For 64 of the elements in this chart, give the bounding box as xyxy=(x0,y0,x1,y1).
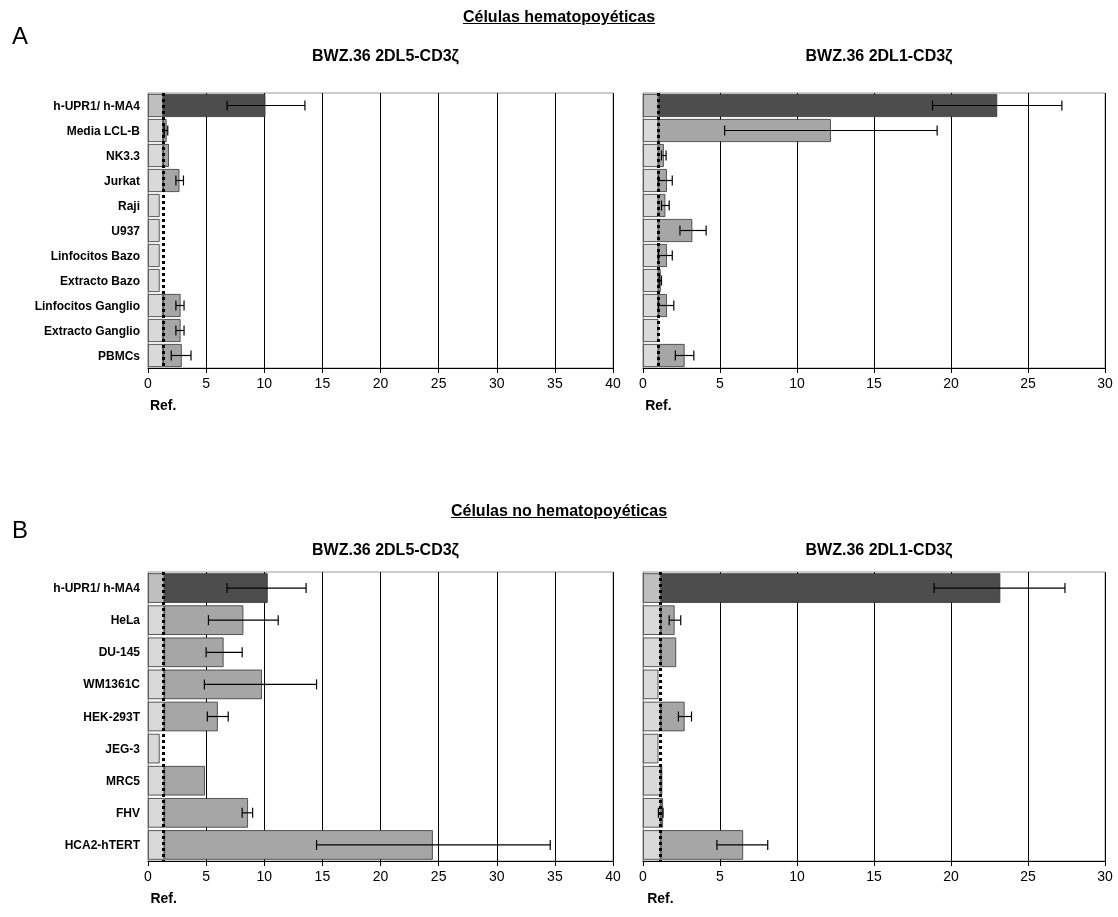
x-tick-label: 20 xyxy=(943,868,959,884)
chart-title: BWZ.36 2DL1-CD3ζ xyxy=(805,46,954,65)
y-tick-label: h-UPR1/ h-MA4 xyxy=(53,98,141,113)
chart-title: BWZ.36 2DL5-CD3ζ xyxy=(312,540,460,559)
x-tick-label: 0 xyxy=(639,375,648,391)
x-tick-label: 10 xyxy=(256,375,273,391)
x-tick-label: 30 xyxy=(488,375,505,391)
x-tick-label: 5 xyxy=(716,868,725,884)
ref-line-label: Ref. xyxy=(150,890,177,906)
y-tick-label: HEK-293T xyxy=(83,709,141,724)
y-tick-label: DU-145 xyxy=(98,645,141,660)
x-tick-label: 20 xyxy=(372,375,389,391)
x-tick-label: 0 xyxy=(144,868,153,884)
text: B xyxy=(12,516,29,544)
x-tick-label: 35 xyxy=(547,868,563,884)
y-tick-label: Extracto Ganglio xyxy=(43,323,140,338)
y-tick-label: MRC5 xyxy=(105,773,141,788)
x-tick-label: 30 xyxy=(1097,375,1113,391)
ref-line-label: Ref. xyxy=(149,397,177,413)
x-tick-label: 5 xyxy=(202,375,211,391)
x-tick-label: 15 xyxy=(866,868,882,884)
text: Células no hematopoyéticas xyxy=(450,502,668,520)
chart-title: BWZ.36 2DL1-CD3ζ xyxy=(805,540,954,559)
y-tick-label: Linfocitos Ganglio xyxy=(34,298,140,313)
y-tick-label: Extracto Bazo xyxy=(59,273,140,288)
y-tick-label: Raji xyxy=(117,198,140,213)
ref-line-label: Ref. xyxy=(645,397,672,413)
y-tick-label: PBMCs xyxy=(97,348,141,363)
text: Células hematopoyéticas xyxy=(462,8,656,26)
x-tick-label: 30 xyxy=(1097,868,1113,884)
x-tick-label: 5 xyxy=(202,868,211,884)
x-tick-label: 20 xyxy=(943,375,959,391)
x-tick-label: 15 xyxy=(314,868,331,884)
x-tick-label: 30 xyxy=(488,868,505,884)
x-tick-label: 40 xyxy=(605,868,621,884)
x-tick-label: 25 xyxy=(430,375,447,391)
x-tick-label: 10 xyxy=(789,868,805,884)
x-tick-label: 15 xyxy=(314,375,331,391)
x-tick-label: 5 xyxy=(716,375,725,391)
x-tick-label: 25 xyxy=(430,868,447,884)
x-tick-label: 0 xyxy=(144,375,153,391)
chart-title: BWZ.36 2DL5-CD3ζ xyxy=(312,46,460,65)
x-tick-label: 20 xyxy=(372,868,389,884)
y-tick-label: JEG-3 xyxy=(105,741,141,756)
x-tick-label: 35 xyxy=(547,375,563,391)
ref-line-label: Ref. xyxy=(647,890,674,906)
x-tick-label: 15 xyxy=(866,375,882,391)
y-tick-label: FHV xyxy=(116,805,140,820)
x-tick-label: 25 xyxy=(1020,375,1036,391)
y-tick-label: WM1361C xyxy=(83,677,141,692)
y-tick-label: HeLa xyxy=(110,613,141,628)
x-tick-label: 0 xyxy=(639,868,648,884)
y-tick-label: Jurkat xyxy=(103,173,140,188)
x-tick-label: 25 xyxy=(1020,868,1036,884)
y-tick-label: HCA2-hTERT xyxy=(64,837,141,852)
x-tick-label: 10 xyxy=(789,375,805,391)
x-tick-label: 10 xyxy=(256,868,273,884)
x-tick-label: 40 xyxy=(605,375,621,391)
y-tick-label: U937 xyxy=(111,223,141,238)
y-tick-label: NK3.3 xyxy=(105,148,141,163)
text: A xyxy=(12,22,29,50)
y-tick-label: Media LCL-B xyxy=(66,123,141,138)
y-tick-label: h-UPR1/ h-MA4 xyxy=(53,581,141,596)
y-tick-label: Linfocitos Bazo xyxy=(50,248,140,263)
